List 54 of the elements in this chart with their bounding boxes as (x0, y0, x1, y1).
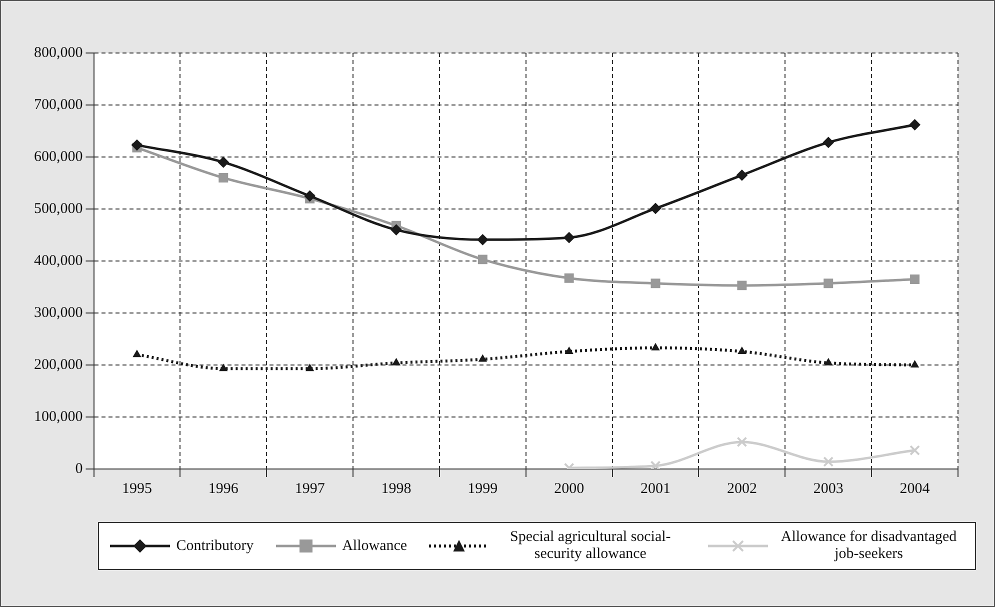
point (910, 274, 920, 284)
legend-label: Allowance for disadvantaged job-seekers (780, 529, 958, 563)
y-tick-label: 500,000 (34, 200, 83, 217)
x-tick-label: 1998 (381, 480, 412, 497)
point (650, 460, 661, 469)
point (564, 273, 574, 283)
legend-label: Allowance (342, 538, 408, 554)
point (650, 202, 662, 214)
point (392, 358, 400, 366)
x-tick-label: 2000 (554, 480, 584, 497)
x-tick-label: 1997 (294, 480, 326, 497)
point (304, 190, 316, 202)
point (822, 136, 834, 148)
point (218, 173, 228, 183)
x-tick-label: 2004 (900, 480, 930, 497)
legend-label: Contributory (176, 538, 254, 554)
point (306, 364, 314, 372)
x-tick-label: 1999 (468, 480, 498, 497)
point (909, 119, 920, 130)
point (737, 280, 747, 290)
point (133, 350, 141, 358)
point (652, 343, 660, 350)
x-tick-label: 1996 (208, 480, 239, 497)
y-tick-label: 400,000 (34, 252, 83, 269)
point (219, 364, 228, 372)
point (738, 346, 746, 354)
point (736, 170, 748, 181)
y-tick-label: 800,000 (34, 44, 83, 61)
y-tick-label: 300,000 (34, 304, 83, 321)
point (910, 360, 919, 368)
point (565, 346, 574, 354)
y-tick-label: 100,000 (34, 408, 83, 425)
point (650, 278, 660, 288)
y-tick-label: 700,000 (34, 96, 83, 113)
point (736, 436, 748, 448)
point (131, 140, 142, 151)
point (478, 254, 488, 264)
y-tick-label: 600,000 (34, 148, 83, 165)
point (824, 358, 832, 366)
y-tick-label: 200,000 (34, 356, 83, 373)
point (477, 234, 488, 246)
x-tick-label: 2001 (640, 480, 671, 497)
legend-label: Special agricultural social-security allowance (509, 529, 672, 563)
point (910, 445, 920, 456)
x-tick-label: 2003 (813, 480, 844, 497)
point (218, 156, 229, 168)
point (478, 354, 487, 362)
point (564, 232, 575, 244)
y-tick-label: 0 (75, 460, 83, 477)
point (823, 456, 834, 467)
x-tick-label: 1995 (122, 480, 152, 497)
point (824, 278, 834, 288)
point (390, 224, 402, 236)
x-tick-label: 2002 (726, 480, 757, 497)
